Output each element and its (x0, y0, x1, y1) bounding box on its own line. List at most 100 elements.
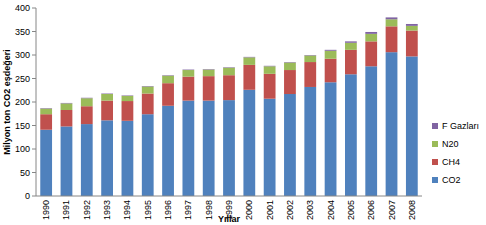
bar-segment (345, 50, 357, 74)
x-tick-label: 2007 (387, 200, 397, 220)
bar-segment (101, 93, 113, 94)
y-axis-title: Milyon ton CO2 eşdeğeri (2, 49, 12, 155)
bar-segment (81, 97, 93, 98)
bar-segment (162, 83, 174, 106)
bar-segment (243, 57, 255, 65)
bar-segment (40, 114, 52, 130)
bar-segment (223, 75, 235, 100)
bar-segment (264, 74, 276, 99)
bar-segment (182, 77, 194, 101)
y-tick (32, 125, 36, 126)
bar-segment (386, 17, 398, 19)
x-tick-label: 2006 (366, 200, 376, 220)
x-tick-label: 1995 (143, 200, 153, 220)
bar-segment (203, 76, 215, 100)
x-tick-label: 2003 (305, 200, 315, 220)
bar-segment (243, 90, 255, 196)
bar-segment (284, 63, 296, 71)
y-tick (32, 31, 36, 32)
y-tick (32, 55, 36, 56)
bar-segment (203, 69, 215, 70)
bar-segment (162, 106, 174, 196)
bar-segment (365, 32, 377, 34)
y-tick-label: 250 (15, 74, 30, 84)
x-tick-label: 2001 (265, 200, 275, 220)
y-tick-label: 350 (15, 27, 30, 37)
y-tick-label: 400 (15, 3, 30, 13)
bar-segment (142, 94, 154, 115)
bar-segment (203, 70, 215, 77)
bar-segment (325, 51, 337, 59)
x-axis-title: Yıllar (218, 214, 241, 224)
x-tick-label: 1994 (122, 200, 132, 220)
bar-segment (122, 95, 134, 96)
bar-segment (406, 31, 418, 57)
legend-swatch (432, 141, 438, 147)
bar-segment (406, 56, 418, 196)
bar-segment (304, 55, 316, 56)
bar-segment (122, 96, 134, 101)
legend-label: N20 (442, 139, 459, 149)
bar-segment (243, 56, 255, 57)
bar-segment (284, 94, 296, 196)
bar-segment (365, 41, 377, 66)
y-tick-label: 50 (20, 168, 30, 178)
bar-segment (386, 26, 398, 52)
bar-segment (61, 102, 73, 103)
bar-segment (365, 66, 377, 196)
bar-segment (345, 43, 357, 50)
bar-segment (122, 101, 134, 121)
bar-segment (142, 114, 154, 196)
y-tick (32, 172, 36, 173)
bar-segment (40, 130, 52, 196)
bar-segment (162, 75, 174, 76)
bar-segment (345, 74, 357, 196)
y-tick-label: 200 (15, 97, 30, 107)
bar-segment (61, 126, 73, 196)
bar-segment (406, 24, 418, 26)
bar-segment (243, 65, 255, 90)
bar-segment (325, 49, 337, 51)
bar-segment (40, 108, 52, 109)
bar-segment (81, 98, 93, 106)
legend-swatch (432, 123, 438, 129)
y-tick-label: 100 (15, 144, 30, 154)
legend-label: CH4 (442, 157, 460, 167)
y-tick (32, 102, 36, 103)
x-tick-label: 1997 (183, 200, 193, 220)
bar-segment (304, 87, 316, 196)
y-tick-label: 150 (15, 121, 30, 131)
legend-label: F Gazları (442, 121, 479, 131)
bar-segment (304, 62, 316, 87)
bar-segment (81, 124, 93, 196)
bar-segment (182, 70, 194, 77)
bar-segment (182, 101, 194, 196)
bar-segment (386, 19, 398, 26)
bar-segment (142, 86, 154, 93)
bar-segment (101, 94, 113, 101)
x-tick-label: 2004 (326, 200, 336, 220)
y-axis (36, 8, 37, 196)
bars (40, 17, 417, 196)
x-tick-label: 1991 (61, 200, 71, 220)
bar-segment (101, 120, 113, 196)
bar-segment (61, 103, 73, 110)
bar-segment (365, 34, 377, 42)
bar-segment (304, 55, 316, 62)
y-tick (32, 8, 36, 9)
y-tick (32, 78, 36, 79)
bar-segment (406, 26, 418, 31)
bar-segment (386, 52, 398, 196)
x-tick-label: 2008 (407, 200, 417, 220)
x-tick-label: 1992 (82, 200, 92, 220)
bar-segment (284, 62, 296, 63)
bar-segment (264, 99, 276, 196)
x-tick-label: 1990 (41, 200, 51, 220)
x-tick-label: 1998 (204, 200, 214, 220)
bar-segment (142, 86, 154, 87)
y-tick (32, 196, 36, 197)
x-tick-label: 2000 (244, 200, 254, 220)
x-tick-label: 2002 (285, 200, 295, 220)
x-axis (36, 196, 422, 197)
bar-segment (325, 82, 337, 196)
